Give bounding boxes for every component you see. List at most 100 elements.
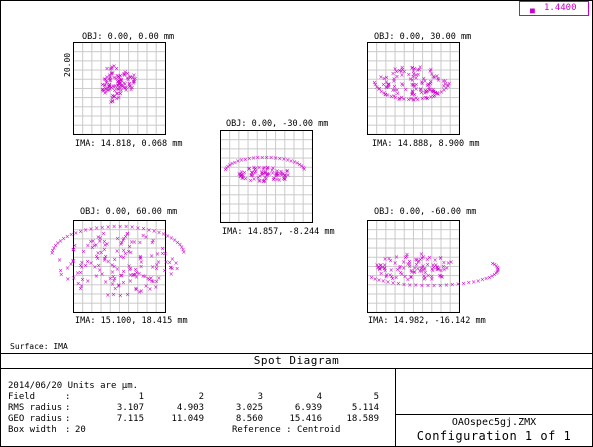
- spot-point-field-4: ×: [71, 247, 76, 254]
- spot-point-field-5: ×: [378, 262, 383, 269]
- spot-point-field-2: ×: [417, 67, 422, 74]
- spot-point-field-4: ×: [110, 281, 115, 288]
- spot-point-field-5: ×: [375, 264, 380, 271]
- field-number: 5: [373, 392, 379, 402]
- spot-point-field-1: ×: [116, 80, 121, 87]
- spot-point-field-3: ×: [261, 170, 266, 177]
- spot-point-field-1: ×: [117, 77, 122, 84]
- spot-point-field-4: ×: [130, 272, 135, 279]
- geo-value: 8.560: [235, 414, 263, 424]
- spot-point-field-2: ×: [410, 64, 415, 71]
- spot-point-field-5: ×: [379, 270, 384, 277]
- spot-point-field-3: ×: [281, 176, 286, 183]
- spot-point-field-2: ×: [432, 93, 437, 100]
- spot-point-field-1: ×: [104, 86, 109, 93]
- spot-point-field-3: ×: [270, 165, 275, 172]
- spot-point-field-2: ×: [385, 92, 390, 99]
- spot-point-field-4: ×: [85, 278, 90, 285]
- panel-ima-label: IMA: 14.982, -16.142 mm: [368, 316, 486, 326]
- spot-point-field-1: ×: [114, 91, 119, 98]
- spot-point-field-2: ×: [395, 91, 400, 98]
- spot-point-field-2: ×: [376, 86, 381, 93]
- spot-point-field-5: ×: [382, 265, 387, 272]
- spot-point-field-3: ×: [285, 168, 290, 175]
- spot-point-field-1: ×: [107, 72, 112, 79]
- spot-point-field-4: ×: [118, 273, 123, 280]
- spot-point-field-5: ×: [444, 282, 449, 289]
- spot-point-field-2: ×: [436, 91, 441, 98]
- spot-point-field-3: ×: [271, 175, 276, 182]
- spot-point-field-4: ×: [115, 248, 120, 255]
- spot-point-field-5: ×: [407, 282, 412, 289]
- spot-point-field-4: ×: [170, 266, 175, 273]
- spot-point-field-2: ×: [425, 88, 430, 95]
- spot-point-field-5: ×: [421, 254, 426, 261]
- spot-point-field-4: ×: [161, 231, 166, 238]
- spot-point-field-5: ×: [441, 259, 446, 266]
- colon: :: [65, 425, 71, 435]
- spot-point-field-5: ×: [438, 255, 443, 262]
- spot-point-field-3: ×: [252, 167, 257, 174]
- spot-point-field-3: ×: [276, 172, 281, 179]
- spot-point-field-5: ×: [446, 260, 451, 267]
- spot-point-field-4: ×: [128, 250, 133, 257]
- spot-point-field-1: ×: [103, 89, 108, 96]
- spot-point-field-1: ×: [131, 80, 136, 87]
- spot-point-field-2: ×: [446, 83, 451, 90]
- spot-point-field-3: ×: [241, 173, 246, 180]
- spot-point-field-1: ×: [127, 81, 132, 88]
- spot-point-field-5: ×: [444, 265, 449, 272]
- spot-point-field-2: ×: [411, 81, 416, 88]
- spot-point-field-4: ×: [125, 292, 130, 299]
- spot-point-field-1: ×: [104, 80, 109, 87]
- spot-point-field-4: ×: [81, 248, 86, 255]
- field-number: 1: [138, 392, 144, 402]
- spot-point-field-3: ×: [273, 173, 278, 180]
- spot-point-field-4: ×: [124, 224, 129, 231]
- spot-point-field-4: ×: [123, 234, 128, 241]
- spot-point-field-4: ×: [83, 263, 88, 270]
- spot-point-field-4: ×: [175, 239, 180, 246]
- spot-point-field-4: ×: [134, 287, 139, 294]
- spot-point-field-3: ×: [271, 176, 276, 183]
- spot-point-field-1: ×: [110, 92, 115, 99]
- spot-point-field-4: ×: [72, 243, 77, 250]
- spot-point-field-4: ×: [133, 285, 138, 292]
- spot-point-field-4: ×: [118, 254, 123, 261]
- spot-point-field-2: ×: [411, 71, 416, 78]
- spot-point-field-4: ×: [139, 288, 144, 295]
- spot-point-field-2: ×: [384, 85, 389, 92]
- spot-point-field-4: ×: [71, 275, 76, 282]
- spot-point-field-4: ×: [88, 238, 93, 245]
- spot-point-field-1: ×: [120, 83, 125, 90]
- spot-point-field-2: ×: [393, 95, 398, 102]
- spot-point-field-2: ×: [415, 67, 420, 74]
- spot-point-field-1: ×: [118, 85, 123, 92]
- spot-point-field-5: ×: [414, 257, 419, 264]
- spot-point-field-5: ×: [390, 276, 395, 283]
- spot-point-field-1: ×: [115, 73, 120, 80]
- spot-point-field-5: ×: [409, 268, 414, 275]
- spot-point-field-5: ×: [436, 266, 441, 273]
- spot-point-field-2: ×: [390, 87, 395, 94]
- spot-point-field-4: ×: [78, 263, 83, 270]
- spot-point-field-3: ×: [240, 175, 245, 182]
- spot-point-field-4: ×: [112, 257, 117, 264]
- spot-point-field-4: ×: [94, 225, 99, 232]
- spot-point-field-2: ×: [411, 68, 416, 75]
- spot-point-field-4: ×: [121, 280, 126, 287]
- spot-point-field-4: ×: [125, 230, 130, 237]
- spot-point-field-4: ×: [111, 291, 116, 298]
- spot-point-field-4: ×: [144, 283, 149, 290]
- spot-point-field-2: ×: [384, 75, 389, 82]
- spot-point-field-5: ×: [440, 274, 445, 281]
- spot-point-field-2: ×: [418, 64, 423, 71]
- spot-point-field-1: ×: [123, 69, 128, 76]
- spot-point-field-4: ×: [115, 236, 120, 243]
- rms-value: 3.107: [116, 403, 144, 413]
- spot-point-field-4: ×: [58, 238, 63, 245]
- spot-point-field-4: ×: [154, 265, 159, 272]
- spot-point-field-4: ×: [130, 224, 135, 231]
- spot-point-field-4: ×: [89, 260, 94, 267]
- spot-point-field-1: ×: [118, 73, 123, 80]
